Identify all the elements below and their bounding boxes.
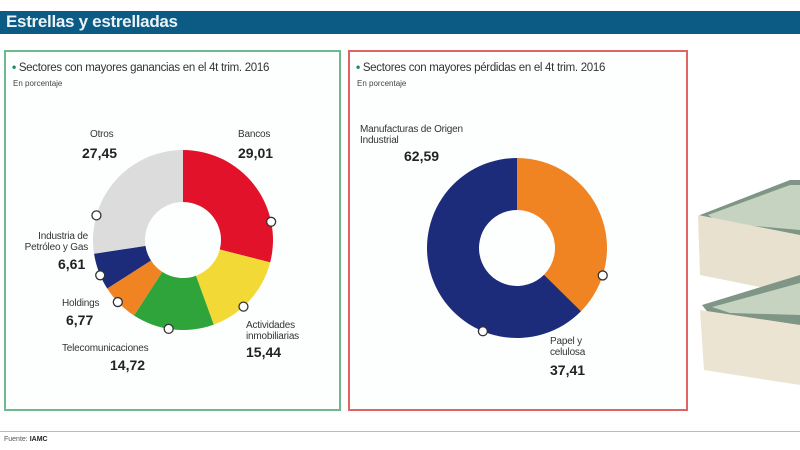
callout-dot — [265, 216, 277, 227]
gains-title: • Sectores con mayores ganancias en el 4… — [12, 60, 270, 74]
page-title: Estrellas y estrelladas — [6, 12, 178, 31]
label-telecom: Telecomunicaciones — [62, 343, 149, 354]
losses-subtitle: En porcentaje — [357, 79, 407, 88]
divider — [0, 431, 800, 432]
label-papel: Papel y celulosa — [550, 336, 586, 358]
value-papel: 37,41 — [550, 362, 586, 378]
value-holdings: 6,77 — [66, 312, 94, 328]
losses-title: • Sectores con mayores pérdidas en el 4t… — [356, 60, 606, 74]
source-value: IAMC — [29, 436, 48, 443]
gains-title-text: Sectores con mayores ganancias en el 4t … — [18, 62, 270, 74]
losses-title-text: Sectores con mayores pérdidas en el 4t t… — [362, 62, 606, 74]
label-bancos: Bancos — [238, 129, 271, 140]
slice-otros — [92, 150, 183, 254]
gains-subtitle: En porcentaje — [13, 79, 63, 88]
value-bancos: 29,01 — [238, 145, 274, 161]
callout-dot — [112, 296, 123, 308]
value-manufacturas: 62,59 — [404, 148, 440, 164]
slice-industria-de-petr-leo-y-gas — [94, 245, 151, 289]
callout-dot — [163, 323, 174, 335]
callout-dot — [91, 210, 102, 221]
money-stacks-image — [698, 180, 800, 385]
title-bar: Estrellas y estrelladas — [0, 11, 800, 34]
label-manufacturas: Manufacturas de Origen Industrial — [360, 124, 463, 146]
label-holdings: Holdings — [62, 298, 100, 309]
slice-papel-y-celulosa — [517, 158, 608, 312]
label-petroleo: Industria de Petróleo y Gas — [24, 231, 89, 253]
source-label: Fuente: — [4, 436, 28, 443]
value-otros: 27,45 — [82, 145, 118, 161]
value-inmobiliarias: 15,44 — [246, 344, 282, 360]
slice-telecomunicaciones — [133, 271, 214, 330]
callout-dot — [597, 270, 608, 281]
value-petroleo: 6,61 — [58, 256, 86, 272]
slice-bancos — [183, 150, 273, 263]
callout-dot — [95, 270, 106, 281]
callout-dot — [477, 326, 489, 337]
slice-manufacturas-de-origen-industrial — [427, 158, 581, 338]
gains-panel: • Sectores con mayores ganancias en el 4… — [4, 50, 341, 411]
callout-dot — [238, 301, 249, 312]
label-inmobiliarias: Actividades inmobiliarias — [246, 320, 299, 342]
slice-actividades-inmobiliarias — [195, 249, 271, 325]
source-note: Fuente: IAMC — [4, 436, 48, 443]
label-otros: Otros — [90, 129, 114, 140]
losses-panel: • Sectores con mayores pérdidas en el 4t… — [348, 50, 688, 411]
value-telecom: 14,72 — [110, 357, 146, 373]
